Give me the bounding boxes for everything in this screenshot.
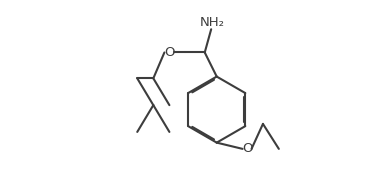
Text: O: O (242, 142, 252, 155)
Text: NH₂: NH₂ (199, 16, 224, 29)
Text: O: O (164, 46, 175, 59)
